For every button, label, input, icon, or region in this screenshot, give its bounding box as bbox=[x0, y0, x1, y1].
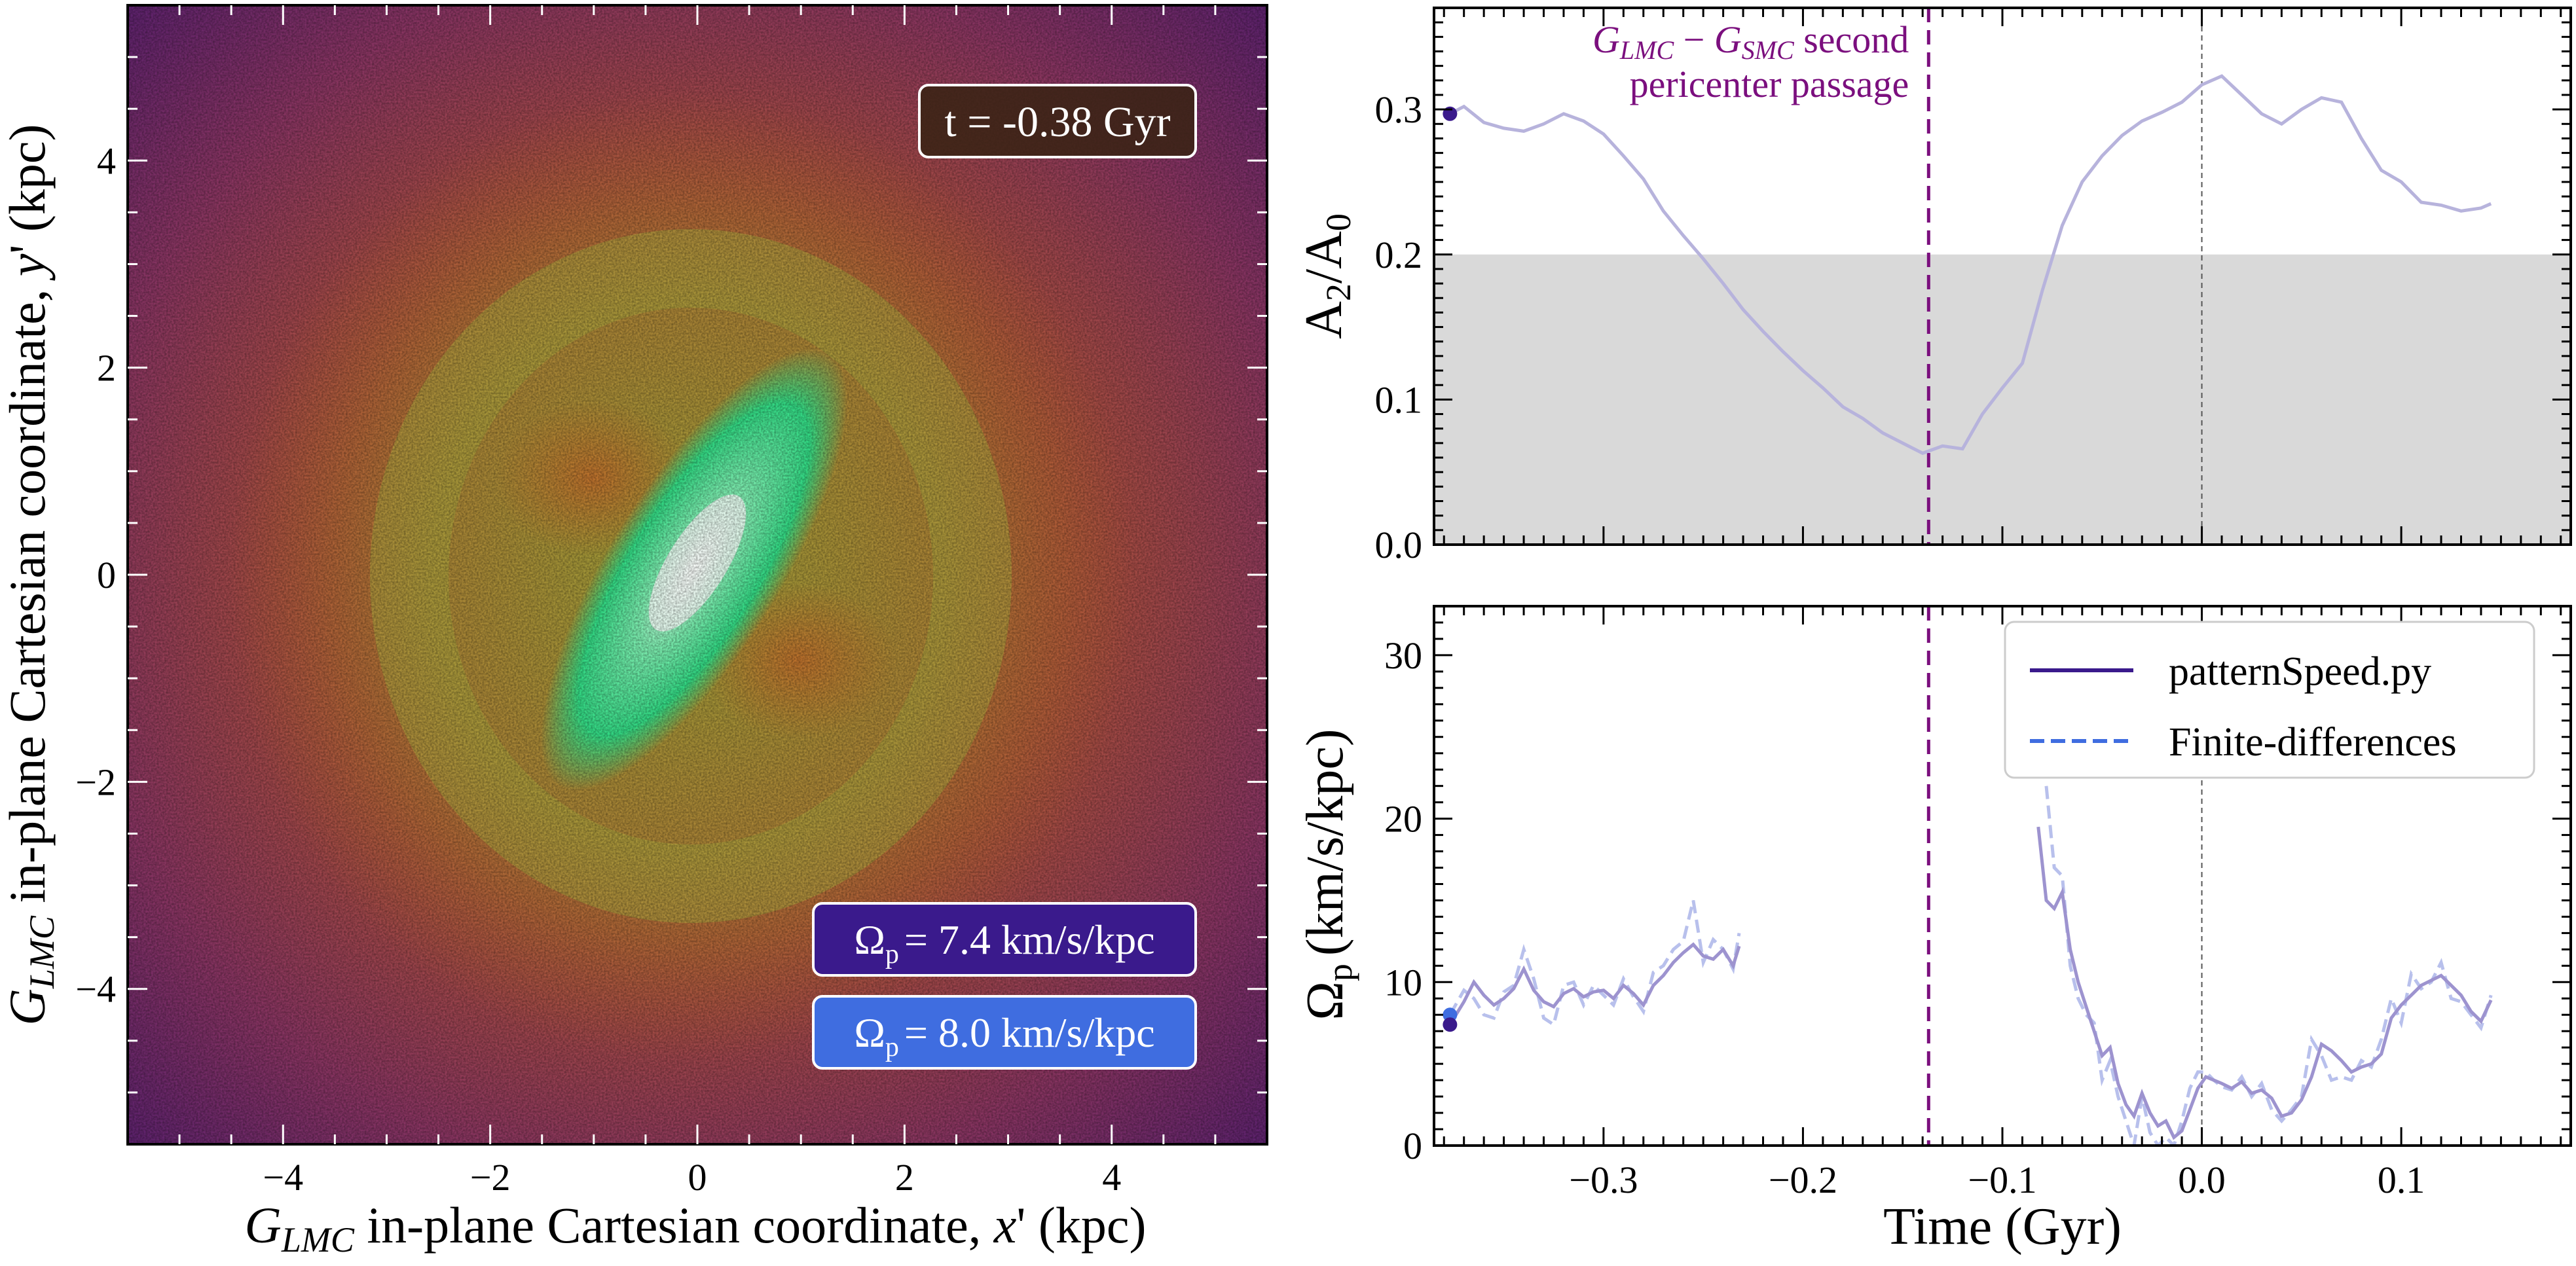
omega-pattern-box: Ωp = 7.4 km/s/kpc bbox=[812, 902, 1197, 977]
pattern-speed-line bbox=[1448, 942, 1741, 1026]
map-xtick-label: 0 bbox=[688, 1156, 707, 1199]
map-ytick-label: −4 bbox=[75, 968, 116, 1011]
bottom-xtick-label: −0.1 bbox=[1968, 1159, 2036, 1201]
omega-pattern-label: Ωp = 7.4 km/s/kpc bbox=[854, 916, 1154, 969]
map-tick-labels: −4 −2 0 2 4 −4 −2 0 2 4 bbox=[75, 139, 1121, 1199]
ps-current-point bbox=[1443, 1017, 1458, 1032]
legend-frame bbox=[2004, 621, 2535, 779]
map-xlabel: GLMC in-plane Cartesian coordinate, x' (… bbox=[245, 1197, 1147, 1259]
map-ytick-label: 0 bbox=[97, 554, 116, 596]
bar-strength-panel: 0.0 0.1 0.2 0.3 GLMC − GSMC second pericent… bbox=[1295, 7, 2572, 566]
map-ticks bbox=[128, 5, 1267, 1144]
a2-series-line bbox=[1449, 74, 2492, 456]
legend-label-finite-differences: Finite-differences bbox=[2169, 720, 2457, 765]
bottom-xlabel: Time (Gyr) bbox=[1883, 1198, 2122, 1256]
bottom-tick-labels: −0.3 −0.2 −0.1 0.0 0.1 0 10 20 30 bbox=[1384, 634, 2425, 1201]
finite-differences-line bbox=[2044, 786, 2493, 1146]
bottom-ytick-label: 30 bbox=[1384, 634, 1422, 677]
bottom-xtick-label: −0.3 bbox=[1569, 1159, 1638, 1201]
bottom-xtick-label: 0.1 bbox=[2378, 1159, 2425, 1201]
top-ytick-label: 0.2 bbox=[1375, 234, 1423, 276]
bottom-xtick-label: 0.0 bbox=[2178, 1159, 2226, 1201]
map-ylabel: GLMC in-plane Cartesian coordinate, y' (… bbox=[0, 124, 62, 1026]
pericenter-annotation-line1: GLMC − GSMC second bbox=[1592, 18, 1909, 65]
time-label-box: t = -0.38 Gyr bbox=[918, 84, 1197, 158]
map-xtick-label: 4 bbox=[1102, 1156, 1121, 1199]
pattern-speed-panel: −0.3 −0.2 −0.1 0.0 0.1 0 10 20 30 patternSpeed.p… bbox=[1297, 605, 2572, 1256]
pattern-speed-line bbox=[2036, 826, 2493, 1140]
bottom-ylabel: Ωp(km/s/kpc) bbox=[1297, 729, 1359, 1020]
map-ytick-label: 2 bbox=[97, 347, 116, 389]
finite-differences-series bbox=[1448, 786, 2493, 1146]
pattern-speed-series bbox=[1448, 826, 2493, 1140]
time-label: t = -0.38 Gyr bbox=[944, 98, 1170, 146]
top-ticks bbox=[1434, 8, 2571, 546]
pericenter-annotation-line2: pericenter passage bbox=[1630, 63, 1909, 105]
legend: patternSpeed.py Finite-differences bbox=[2004, 621, 2535, 779]
omega-fd-label: Ωp = 8.0 km/s/kpc bbox=[854, 1009, 1154, 1062]
top-ytick-label: 0.1 bbox=[1375, 378, 1423, 421]
map-ytick-label: 4 bbox=[97, 139, 116, 182]
omega-fd-box: Ωp = 8.0 km/s/kpc bbox=[812, 995, 1197, 1070]
threshold-band bbox=[1434, 254, 2571, 545]
top-ytick-label: 0.3 bbox=[1375, 88, 1423, 131]
bottom-ytick-label: 0 bbox=[1403, 1125, 1422, 1167]
top-tick-labels: 0.0 0.1 0.2 0.3 bbox=[1375, 88, 1423, 566]
map-xtick-label: 2 bbox=[895, 1156, 914, 1199]
density-map-panel: −4 −2 0 2 4 −4 −2 0 2 4 t = -0.38 Gyr Ωp = 7.4 km/… bbox=[0, 4, 1268, 1259]
map-ytick-label: −2 bbox=[75, 761, 116, 803]
top-ylabel: A2/A0 bbox=[1295, 213, 1358, 339]
legend-label-pattern-speed: patternSpeed.py bbox=[2169, 649, 2431, 694]
bottom-ytick-label: 20 bbox=[1384, 798, 1422, 841]
top-ytick-label: 0.0 bbox=[1375, 524, 1423, 566]
bottom-ytick-label: 10 bbox=[1384, 961, 1422, 1004]
map-xtick-label: −4 bbox=[263, 1156, 303, 1199]
bottom-xtick-label: −0.2 bbox=[1769, 1159, 1837, 1201]
map-xtick-label: −2 bbox=[470, 1156, 511, 1199]
